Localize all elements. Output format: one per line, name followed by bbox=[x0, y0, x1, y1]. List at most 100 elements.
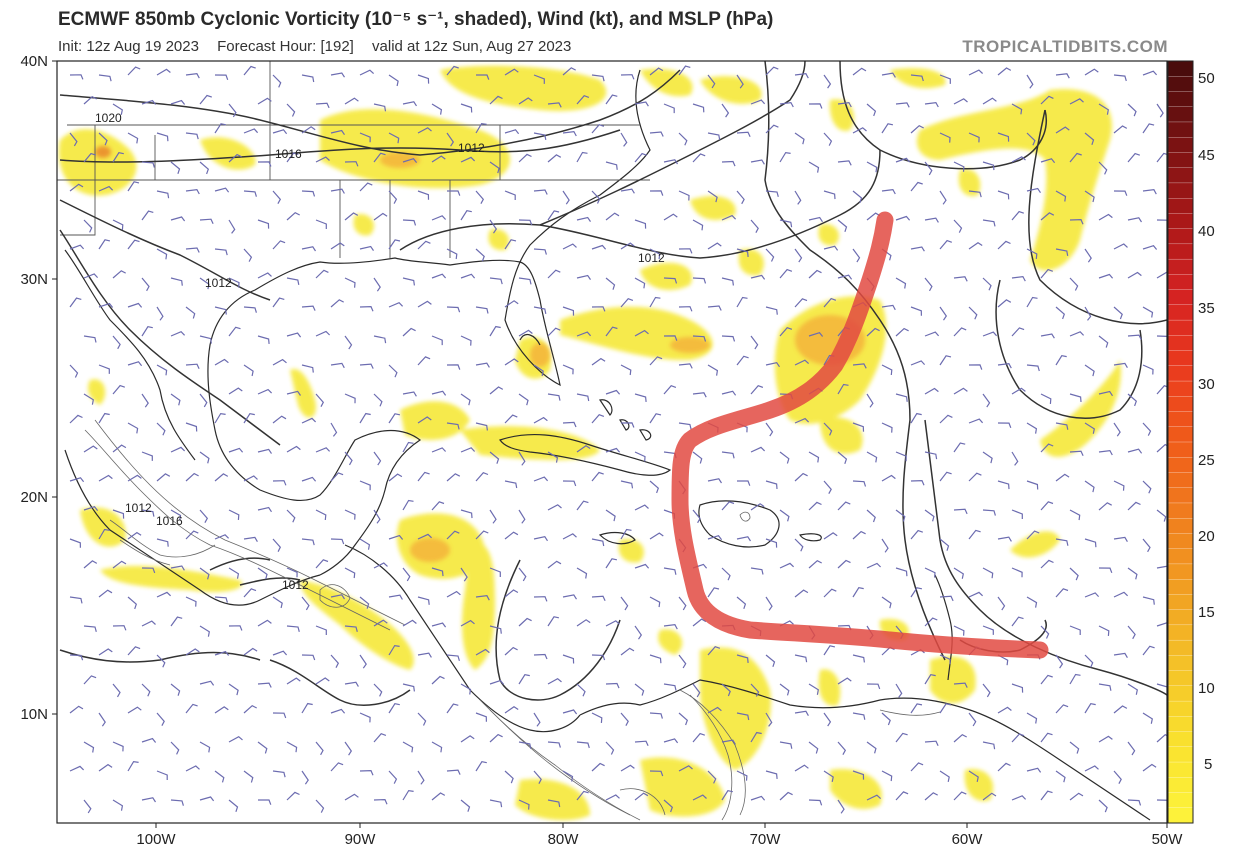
colorbar-tick-label: 40 bbox=[1198, 223, 1215, 240]
wind-barb bbox=[141, 451, 153, 461]
wind-barb bbox=[170, 277, 183, 286]
wind-barb bbox=[489, 509, 497, 524]
isobar-label: 1012 bbox=[125, 501, 152, 515]
wind-barb bbox=[750, 384, 764, 395]
wind-barb bbox=[518, 153, 532, 163]
wind-barb bbox=[533, 536, 549, 542]
colorbar-band bbox=[1167, 472, 1194, 489]
wind-barb bbox=[83, 741, 95, 753]
wind-barb bbox=[678, 363, 693, 369]
wind-barb bbox=[402, 619, 417, 627]
wind-barb bbox=[112, 152, 124, 163]
wind-barb bbox=[576, 444, 591, 453]
wind-barb bbox=[794, 298, 808, 308]
wind-barb bbox=[315, 102, 330, 109]
wind-barb bbox=[127, 361, 143, 367]
wind-barb bbox=[504, 705, 519, 714]
wind-barb bbox=[185, 73, 200, 79]
wind-barb bbox=[330, 708, 346, 714]
wind-barb bbox=[649, 532, 664, 540]
wind-barb bbox=[1156, 683, 1167, 688]
wind-barb bbox=[765, 538, 778, 548]
wind-barb bbox=[852, 67, 867, 76]
wind-barb bbox=[750, 446, 766, 453]
wind-barb bbox=[112, 444, 127, 453]
wind-barb bbox=[460, 273, 476, 279]
wind-barb bbox=[185, 765, 200, 772]
wind-barb bbox=[794, 359, 810, 366]
wind-barb bbox=[185, 648, 200, 656]
wind-barb bbox=[707, 478, 723, 484]
wind-barb bbox=[1127, 741, 1136, 756]
wind-barb bbox=[562, 709, 578, 715]
wind-barb bbox=[982, 567, 994, 579]
wind-barb bbox=[823, 645, 836, 656]
wind-barb bbox=[924, 331, 940, 337]
wind-barb bbox=[388, 132, 400, 144]
wind-barb bbox=[620, 297, 634, 308]
wind-barb bbox=[199, 393, 208, 408]
wind-barb bbox=[1142, 422, 1152, 436]
wind-barb bbox=[141, 393, 149, 408]
wind-barb bbox=[910, 124, 924, 134]
colorbar-band bbox=[1167, 258, 1194, 276]
wind-barb bbox=[359, 480, 371, 491]
wind-barb bbox=[141, 797, 157, 803]
wind-barb bbox=[692, 103, 705, 113]
wind-barb bbox=[1055, 306, 1066, 320]
wind-barb bbox=[127, 422, 139, 434]
wind-barb bbox=[576, 331, 592, 337]
wind-barb bbox=[446, 530, 460, 540]
wind-barb bbox=[1156, 152, 1167, 163]
wind-barb bbox=[112, 560, 127, 569]
wind-barb bbox=[170, 799, 184, 806]
wind-barb bbox=[692, 392, 707, 398]
wind-barb bbox=[141, 210, 154, 221]
wind-barb bbox=[156, 712, 165, 726]
wind-barb bbox=[1069, 509, 1081, 521]
wind-barb bbox=[431, 103, 443, 115]
wind-barb bbox=[663, 103, 675, 114]
isobars bbox=[59, 61, 1167, 706]
wind-barb bbox=[779, 791, 793, 801]
wind-barb bbox=[736, 712, 750, 721]
colorbar-band bbox=[1167, 716, 1194, 733]
wind-barb bbox=[649, 480, 660, 494]
wind-barb bbox=[431, 675, 445, 685]
wind-barb bbox=[1084, 480, 1095, 493]
wind-barb bbox=[504, 300, 519, 308]
wind-barb bbox=[83, 506, 99, 511]
wind-barb bbox=[1040, 559, 1054, 569]
wind-barb bbox=[489, 95, 503, 105]
wind-barb bbox=[1127, 103, 1137, 117]
wind-barb bbox=[591, 471, 604, 482]
wind-barb bbox=[214, 770, 225, 783]
wind-barb bbox=[504, 358, 519, 366]
wind-barb bbox=[431, 741, 443, 753]
wind-barb bbox=[1011, 616, 1024, 627]
wind-barb bbox=[721, 390, 737, 396]
wind-barb bbox=[707, 132, 721, 141]
wind-barb bbox=[1055, 422, 1069, 430]
wind-barb bbox=[141, 99, 157, 105]
wind-barb bbox=[228, 387, 243, 395]
wind-barb bbox=[417, 471, 430, 482]
wind-barb bbox=[127, 474, 142, 482]
wind-barb bbox=[489, 799, 503, 808]
wind-barb bbox=[953, 682, 968, 688]
wind-barb bbox=[1113, 705, 1128, 714]
wind-barb bbox=[547, 327, 561, 337]
wind-barb bbox=[692, 451, 703, 464]
wind-barb bbox=[1026, 712, 1038, 724]
wind-barb bbox=[489, 451, 500, 464]
colorbar-band bbox=[1167, 563, 1194, 580]
lon-tick-label: 100W bbox=[136, 831, 176, 848]
wind-barb bbox=[447, 190, 461, 196]
wind-barb bbox=[330, 72, 346, 78]
wind-barb bbox=[431, 792, 446, 801]
wind-barb bbox=[939, 74, 951, 84]
wind-barb bbox=[446, 364, 461, 370]
wind-barb bbox=[373, 451, 382, 466]
wind-barb bbox=[939, 414, 953, 424]
wind-barb bbox=[112, 799, 124, 811]
